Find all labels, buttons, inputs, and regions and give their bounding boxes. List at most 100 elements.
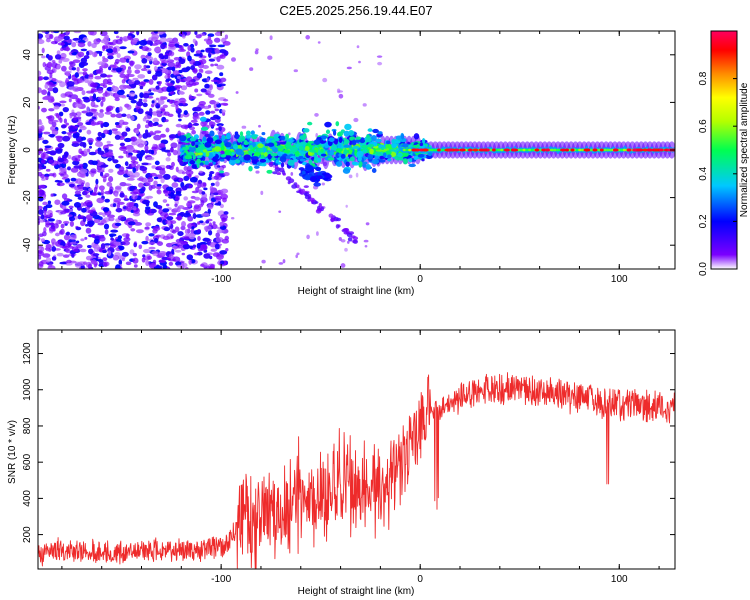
noise-speckle — [145, 120, 150, 124]
signal-blob — [191, 141, 196, 147]
noise-speckle — [82, 68, 88, 72]
signal-blob — [263, 152, 268, 157]
signal-blob — [196, 155, 202, 159]
noise-speckle — [125, 127, 131, 132]
noise-speckle — [130, 99, 137, 104]
signal-blob — [309, 176, 317, 183]
noise-speckle — [135, 129, 140, 135]
line-center — [405, 148, 409, 152]
noise-speckle — [96, 136, 103, 141]
signal-blob — [259, 158, 267, 163]
noise-speckle — [60, 223, 65, 229]
noise-speckle — [222, 98, 229, 102]
sparse-speckle — [314, 112, 319, 117]
noise-speckle — [44, 83, 49, 89]
noise-speckle — [217, 44, 226, 48]
noise-speckle — [45, 38, 52, 43]
noise-speckle — [176, 215, 182, 221]
noise-speckle — [148, 241, 156, 245]
sparse-speckle — [278, 210, 282, 213]
noise-speckle — [94, 75, 102, 80]
noise-speckle — [144, 124, 150, 129]
x-tick-label: 100 — [611, 574, 628, 585]
signal-blob — [362, 149, 368, 153]
noise-speckle — [153, 65, 158, 72]
noise-speckle — [224, 34, 229, 40]
noise-speckle — [54, 199, 61, 205]
signal-blob — [285, 141, 292, 149]
signal-blob — [279, 141, 286, 145]
noise-speckle — [65, 31, 69, 37]
colorbar-tick-label: 0.2 — [698, 214, 709, 228]
noise-speckle — [85, 112, 94, 117]
noise-speckle — [161, 167, 166, 171]
line-peak — [459, 148, 466, 152]
noise-speckle — [157, 99, 165, 105]
y-tick-label: 40 — [22, 49, 33, 61]
noise-speckle — [130, 115, 135, 121]
x-tick-label: -100 — [211, 574, 231, 585]
signal-blob — [196, 158, 202, 164]
noise-speckle — [168, 261, 174, 266]
signal-blob — [259, 137, 266, 143]
noise-speckle — [100, 243, 106, 250]
noise-speckle — [172, 70, 180, 76]
sparse-speckle — [290, 171, 294, 176]
noise-speckle — [193, 112, 200, 119]
signal-blob — [280, 135, 286, 141]
noise-speckle — [45, 257, 52, 263]
noise-speckle — [38, 147, 44, 154]
noise-speckle — [138, 133, 143, 139]
signal-blob — [267, 142, 275, 147]
noise-speckle — [114, 97, 120, 102]
noise-speckle — [159, 134, 167, 138]
noise-speckle — [54, 54, 62, 60]
noise-speckle — [139, 39, 148, 46]
signal-blob — [299, 158, 307, 162]
noise-speckle — [112, 85, 116, 89]
noise-speckle — [89, 95, 93, 101]
sparse-speckle — [365, 222, 370, 226]
noise-speckle — [171, 175, 178, 181]
noise-speckle — [218, 126, 222, 132]
noise-speckle — [142, 254, 146, 258]
sparse-speckle — [287, 132, 291, 136]
noise-speckle — [115, 113, 123, 119]
noise-speckle — [181, 221, 186, 228]
noise-speckle — [75, 97, 80, 103]
noise-speckle — [97, 88, 104, 94]
noise-speckle — [196, 242, 201, 249]
signal-blob — [251, 156, 259, 160]
signal-blob — [243, 141, 250, 145]
noise-speckle — [42, 139, 49, 145]
signal-blob — [323, 177, 332, 182]
noise-speckle — [200, 244, 207, 250]
noise-speckle — [38, 261, 44, 267]
noise-speckle — [183, 175, 190, 182]
noise-speckle — [132, 252, 137, 257]
noise-speckle — [62, 106, 69, 113]
noise-speckle — [41, 47, 45, 54]
noise-speckle — [38, 209, 44, 215]
noise-speckle — [144, 226, 150, 230]
branch-speckle — [310, 197, 315, 203]
noise-speckle — [206, 203, 214, 210]
noise-speckle — [132, 167, 137, 173]
noise-speckle — [179, 211, 186, 216]
noise-speckle — [203, 105, 210, 110]
signal-blob — [221, 134, 226, 141]
noise-speckle — [157, 31, 164, 35]
noise-speckle — [153, 266, 162, 269]
line-peak — [510, 148, 516, 152]
noise-speckle — [102, 92, 111, 97]
branch-speckle — [285, 176, 292, 181]
noise-speckle — [177, 205, 185, 209]
noise-speckle — [119, 142, 126, 147]
noise-speckle — [91, 43, 97, 49]
noise-speckle — [170, 142, 178, 149]
noise-speckle — [54, 38, 63, 42]
signal-blob — [206, 136, 214, 144]
noise-speckle — [49, 34, 54, 40]
noise-speckle — [118, 245, 125, 251]
noise-speckle — [166, 66, 174, 71]
